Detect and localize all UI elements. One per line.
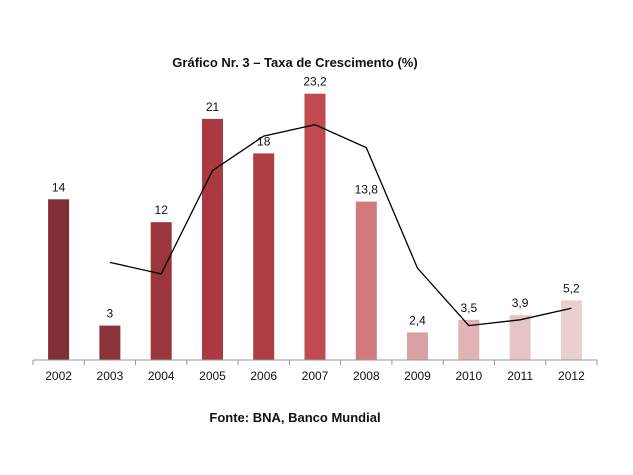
data-label-2012: 5,2 bbox=[563, 281, 580, 295]
bar-2007 bbox=[304, 93, 326, 360]
trend-line bbox=[109, 124, 572, 327]
data-label-2005: 21 bbox=[206, 100, 220, 114]
chart-source: Fonte: BNA, Banco Mundial bbox=[209, 410, 381, 425]
bar-2006 bbox=[253, 153, 275, 360]
x-tick-label-2011: 2011 bbox=[507, 369, 533, 383]
bar-2012 bbox=[560, 300, 582, 360]
bar-2004 bbox=[150, 222, 172, 360]
data-label-2003: 3 bbox=[107, 307, 114, 321]
bar-2008 bbox=[355, 201, 377, 360]
bar-2010 bbox=[458, 319, 480, 360]
bar-2003 bbox=[99, 325, 121, 360]
data-label-2002: 14 bbox=[52, 180, 66, 194]
data-label-2004: 12 bbox=[155, 203, 169, 217]
data-label-2010: 3,5 bbox=[460, 301, 477, 315]
x-tick-label-2006: 2006 bbox=[250, 369, 277, 383]
x-tick-label-2008: 2008 bbox=[353, 369, 380, 383]
data-label-2011: 3,9 bbox=[512, 296, 529, 310]
x-tick-label-2003: 2003 bbox=[97, 369, 124, 383]
bar-2005 bbox=[202, 118, 223, 361]
data-label-2007: 23,2 bbox=[303, 75, 327, 89]
data-label-2008: 13,8 bbox=[355, 183, 379, 197]
x-tick-label-2004: 2004 bbox=[148, 369, 175, 383]
x-tick-label-2012: 2012 bbox=[558, 369, 585, 383]
x-tick-label-2005: 2005 bbox=[199, 369, 226, 383]
bar-2009 bbox=[407, 332, 428, 360]
bar-2011 bbox=[509, 315, 531, 360]
data-label-2009: 2,4 bbox=[409, 313, 426, 327]
chart-title: Gráfico Nr. 3 – Taxa de Crescimento (%) bbox=[172, 55, 418, 70]
x-tick-label-2009: 2009 bbox=[404, 369, 431, 383]
bar-2002 bbox=[48, 199, 70, 360]
x-tick-label-2002: 2002 bbox=[45, 369, 72, 383]
x-tick-label-2007: 2007 bbox=[302, 369, 329, 383]
x-tick-label-2010: 2010 bbox=[455, 369, 482, 383]
data-label-2006: 18 bbox=[257, 134, 271, 148]
